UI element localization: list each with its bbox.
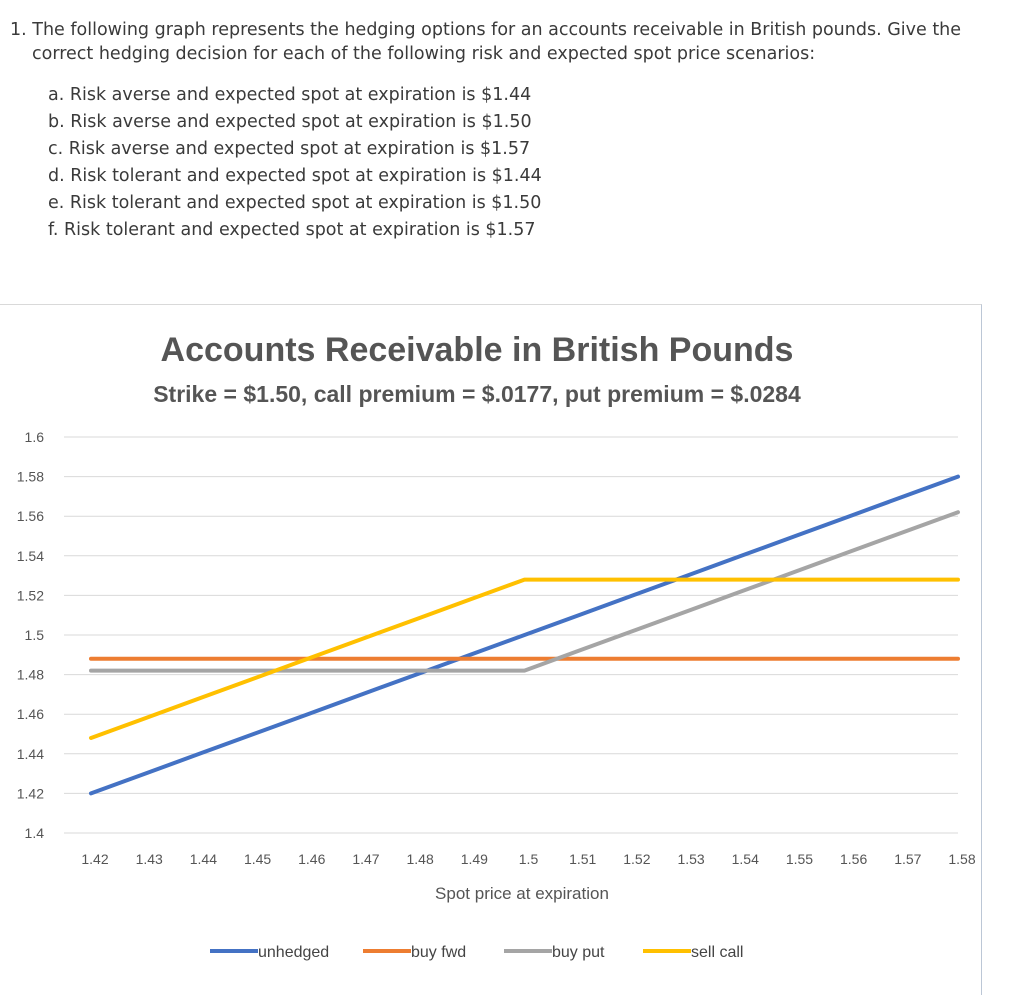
scenario-b: b. Risk averse and expected spot at expi… <box>48 112 532 132</box>
scenario-e: e. Risk tolerant and expected spot at ex… <box>48 193 542 213</box>
x-tick-label: 1.54 <box>732 851 759 867</box>
chart-subtitle: Strike = $1.50, call premium = $.0177, p… <box>153 381 801 407</box>
x-tick-label: 1.58 <box>948 851 975 867</box>
x-tick-label: 1.52 <box>623 851 650 867</box>
scenario-f: f. Risk tolerant and expected spot at ex… <box>48 220 536 240</box>
x-tick-label: 1.43 <box>136 851 163 867</box>
y-tick-label: 1.46 <box>17 706 44 722</box>
x-tick-label: 1.45 <box>244 851 271 867</box>
legend: unhedged buy fwd buy put sell call <box>210 944 743 961</box>
x-tick-label: 1.57 <box>894 851 921 867</box>
scenario-d: d. Risk tolerant and expected spot at ex… <box>48 166 542 186</box>
legend-label: unhedged <box>258 944 329 961</box>
question-intro-line2: correct hedging decision for each of the… <box>32 44 816 64</box>
y-tick-label: 1.5 <box>25 627 45 643</box>
x-tick-label: 1.49 <box>461 851 488 867</box>
x-tick-label: 1.5 <box>519 851 539 867</box>
y-tick-label: 1.52 <box>17 587 44 603</box>
x-tick-label: 1.56 <box>840 851 867 867</box>
series-line-buy-put <box>89 510 960 673</box>
y-axis-ticks: 1.4 1.42 1.44 1.46 1.48 1.5 1.52 1.54 1.56 1.58 1.… <box>17 429 44 841</box>
scenario-a: a. Risk averse and expected spot at expi… <box>48 85 532 105</box>
legend-label: sell call <box>691 944 743 961</box>
x-tick-label: 1.51 <box>569 851 596 867</box>
x-axis-label: Spot price at expiration <box>435 884 609 903</box>
scenario-c: c. Risk averse and expected spot at expi… <box>48 139 531 159</box>
legend-label: buy fwd <box>411 944 466 961</box>
x-tick-label: 1.46 <box>298 851 325 867</box>
y-tick-label: 1.56 <box>17 508 44 524</box>
y-tick-label: 1.4 <box>25 825 45 841</box>
scenario-list: a. Risk averse and expected spot at expi… <box>48 82 1015 244</box>
y-tick-label: 1.54 <box>17 548 44 564</box>
series-line-sell-call <box>89 577 960 740</box>
x-tick-label: 1.53 <box>677 851 704 867</box>
y-tick-label: 1.58 <box>17 469 44 485</box>
x-tick-label: 1.48 <box>407 851 434 867</box>
series-lines <box>89 474 960 796</box>
question-block: 1. The following graph represents the he… <box>10 18 1015 244</box>
y-tick-label: 1.42 <box>17 785 44 801</box>
legend-label: buy put <box>552 944 605 961</box>
chart-panel: Accounts Receivable in British Pounds St… <box>0 304 982 995</box>
chart-title: Accounts Receivable in British Pounds <box>161 331 794 369</box>
line-chart: Accounts Receivable in British Pounds St… <box>17 331 976 961</box>
y-tick-label: 1.48 <box>17 667 44 683</box>
x-tick-label: 1.42 <box>81 851 108 867</box>
y-tick-label: 1.44 <box>17 746 44 762</box>
grid-lines <box>64 436 958 834</box>
series-line-unhedged <box>89 474 960 796</box>
x-tick-label: 1.55 <box>786 851 813 867</box>
question-intro-line1: 1. The following graph represents the he… <box>10 20 962 40</box>
x-axis-ticks: 1.42 1.43 1.44 1.45 1.46 1.47 1.48 1.49 1.5 1.51 1… <box>81 851 975 867</box>
x-tick-label: 1.47 <box>352 851 379 867</box>
y-tick-label: 1.6 <box>25 429 45 445</box>
x-tick-label: 1.44 <box>190 851 217 867</box>
